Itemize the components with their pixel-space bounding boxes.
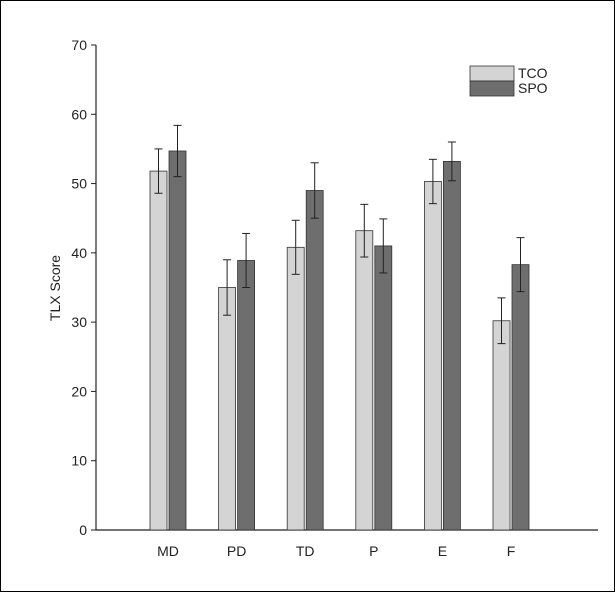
y-tick-label: 40 [71,245,87,261]
x-tick-label-f: F [507,543,516,559]
y-tick-label: 20 [71,383,87,399]
bar-tco-f [492,320,511,531]
y-tick-labels: 0 10 20 30 40 50 60 70 [71,37,87,538]
x-tick-label-p: P [369,543,378,559]
error-bars [154,124,525,345]
y-tick-label: 60 [71,106,87,122]
x-tick-label-e: E [438,543,447,559]
x-tick-label-pd: PD [227,543,246,559]
bar-tco-td [286,246,305,531]
y-tick-label: 70 [71,37,87,53]
y-axis-title: TLX Score [47,255,63,321]
bar-tco-p [355,230,374,531]
legend-label-spo: SPO [518,80,548,96]
bar-spo-td [305,190,324,531]
bar-tco-e [423,181,442,531]
x-tick-labels: MD PD TD P E F [157,543,515,559]
y-tick-label: 30 [71,314,87,330]
legend-label-tco: TCO [518,65,548,81]
bar-spo-md [168,150,187,531]
bar-tco-md [149,170,168,531]
bar-spo-e [442,160,461,531]
bar-spo-pd [237,260,256,531]
y-tick-label: 0 [79,522,87,538]
bar-tco-pd [218,287,237,531]
legend-swatch-spo [469,80,515,97]
bars [149,150,530,531]
y-tick-label: 10 [71,453,87,469]
y-tick-label: 50 [71,176,87,192]
x-tick-label-td: TD [296,543,315,559]
legend-swatch-tco [469,65,515,82]
bar-spo-f [511,264,530,531]
x-tick-label-md: MD [157,543,179,559]
bar-spo-p [374,245,393,531]
